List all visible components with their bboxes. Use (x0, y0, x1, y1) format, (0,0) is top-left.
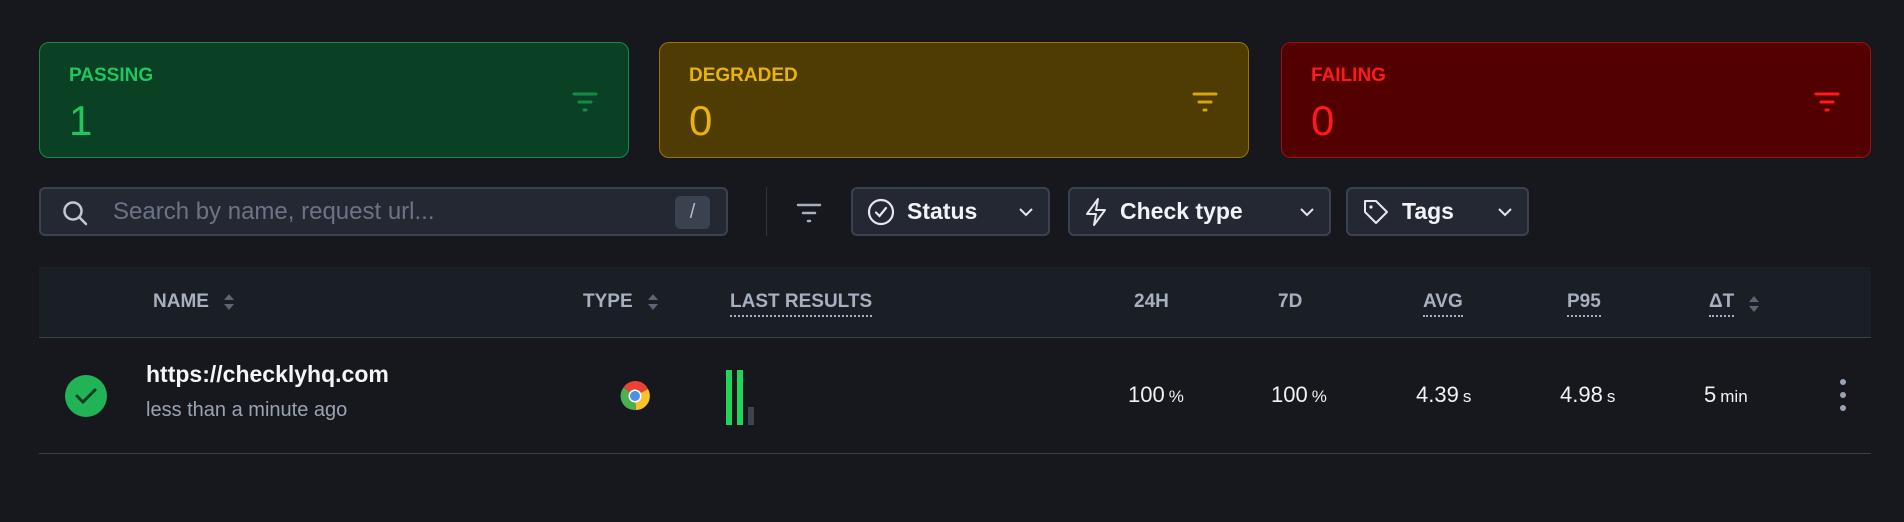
failing-card[interactable]: FAILING 0 (1281, 42, 1871, 158)
passing-label: PASSING (69, 65, 154, 86)
result-bar-pending[interactable] (748, 407, 754, 425)
unit: % (1168, 387, 1184, 406)
filter-icon[interactable] (796, 202, 822, 224)
column-7d: 7D (1278, 291, 1302, 313)
unit: s (1462, 387, 1472, 406)
unit: s (1606, 387, 1616, 406)
uptime-24h: 100% (1128, 382, 1184, 408)
column-label: NAME (153, 291, 209, 312)
column-label: P95 (1567, 291, 1601, 317)
passing-count: 1 (69, 97, 93, 144)
check-type-filter-button[interactable]: Check type (1068, 187, 1331, 236)
column-label: AVG (1423, 291, 1463, 317)
tag-icon (1364, 199, 1388, 224)
degraded-label: DEGRADED (689, 65, 798, 86)
check-circle-icon (867, 198, 895, 225)
search-box[interactable]: / (39, 187, 728, 236)
filter-icon[interactable] (572, 91, 598, 113)
filter-icon[interactable] (1814, 91, 1840, 113)
divider (766, 187, 767, 236)
table-header: NAME TYPE LAST RESULTS 24H 7D AVG P95 ΔT (39, 267, 1871, 338)
value: 4.98 (1560, 382, 1603, 407)
value: 100 (1128, 382, 1165, 407)
column-label: TYPE (583, 291, 633, 312)
column-last-results: LAST RESULTS (730, 291, 873, 317)
shortcut-key: / (675, 196, 710, 229)
failing-count: 0 (1311, 97, 1335, 144)
column-label: ΔT (1709, 291, 1735, 317)
column-label: 24H (1134, 291, 1169, 312)
check-last-run: less than a minute ago (146, 399, 348, 421)
chevron-down-icon (1019, 207, 1033, 216)
chevron-down-icon (1300, 207, 1314, 216)
result-bar-pass[interactable] (737, 370, 743, 425)
value: 5 (1704, 382, 1717, 407)
column-type[interactable]: TYPE (583, 291, 659, 313)
degraded-count: 0 (689, 97, 713, 144)
table-row[interactable]: https://checklyhq.com less than a minute… (39, 338, 1871, 454)
degraded-card[interactable]: DEGRADED 0 (659, 42, 1249, 158)
result-bar-pass[interactable] (726, 370, 732, 425)
tags-filter-button[interactable]: Tags (1346, 187, 1529, 236)
column-p95: P95 (1567, 291, 1601, 317)
column-24h: 24H (1134, 291, 1169, 313)
avg-response: 4.39 s (1416, 382, 1471, 408)
sort-icon[interactable] (1748, 294, 1760, 314)
value: 100 (1271, 382, 1308, 407)
sort-icon[interactable] (223, 292, 235, 312)
check-name[interactable]: https://checklyhq.com (146, 361, 389, 387)
search-icon (63, 201, 88, 226)
status-filter-button[interactable]: Status (851, 187, 1050, 236)
tags-filter-label: Tags (1402, 198, 1454, 224)
check-interval: 5 min (1704, 382, 1748, 408)
unit: min (1720, 387, 1748, 406)
chevron-down-icon (1498, 207, 1512, 216)
failing-label: FAILING (1311, 65, 1386, 86)
p95-response: 4.98 s (1560, 382, 1615, 408)
value: 4.39 (1416, 382, 1459, 407)
column-name[interactable]: NAME (153, 291, 235, 313)
column-delta-t[interactable]: ΔT (1709, 291, 1760, 317)
passing-card[interactable]: PASSING 1 (39, 42, 629, 158)
last-results-bars (726, 370, 766, 425)
column-label: LAST RESULTS (730, 291, 873, 317)
unit: % (1311, 387, 1327, 406)
passing-status-icon (65, 375, 107, 417)
status-filter-label: Status (907, 198, 978, 224)
check-type-filter-label: Check type (1120, 198, 1243, 224)
filter-icon[interactable] (1192, 91, 1218, 113)
uptime-7d: 100% (1271, 382, 1327, 408)
column-avg: AVG (1423, 291, 1463, 317)
lightning-icon (1086, 197, 1106, 226)
column-label: 7D (1278, 291, 1303, 312)
search-input[interactable] (113, 197, 673, 227)
chrome-icon (620, 380, 650, 411)
more-options-icon[interactable] (1835, 378, 1851, 412)
sort-icon[interactable] (647, 292, 659, 312)
